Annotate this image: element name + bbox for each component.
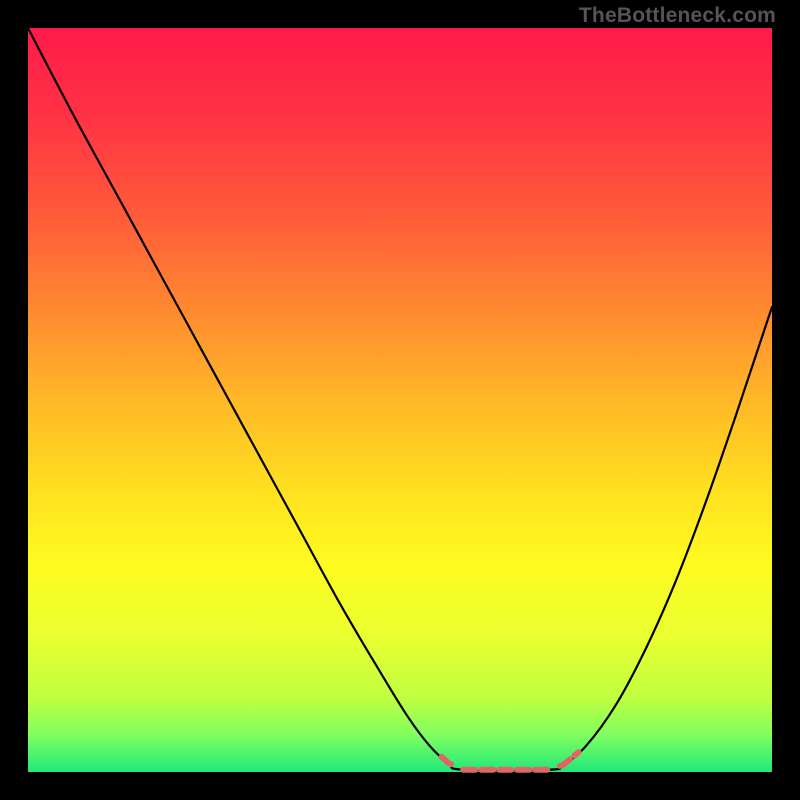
plot-background xyxy=(28,28,772,772)
chart-root: TheBottleneck.com xyxy=(0,0,800,800)
chart-svg xyxy=(0,0,800,800)
watermark-text: TheBottleneck.com xyxy=(579,4,776,28)
